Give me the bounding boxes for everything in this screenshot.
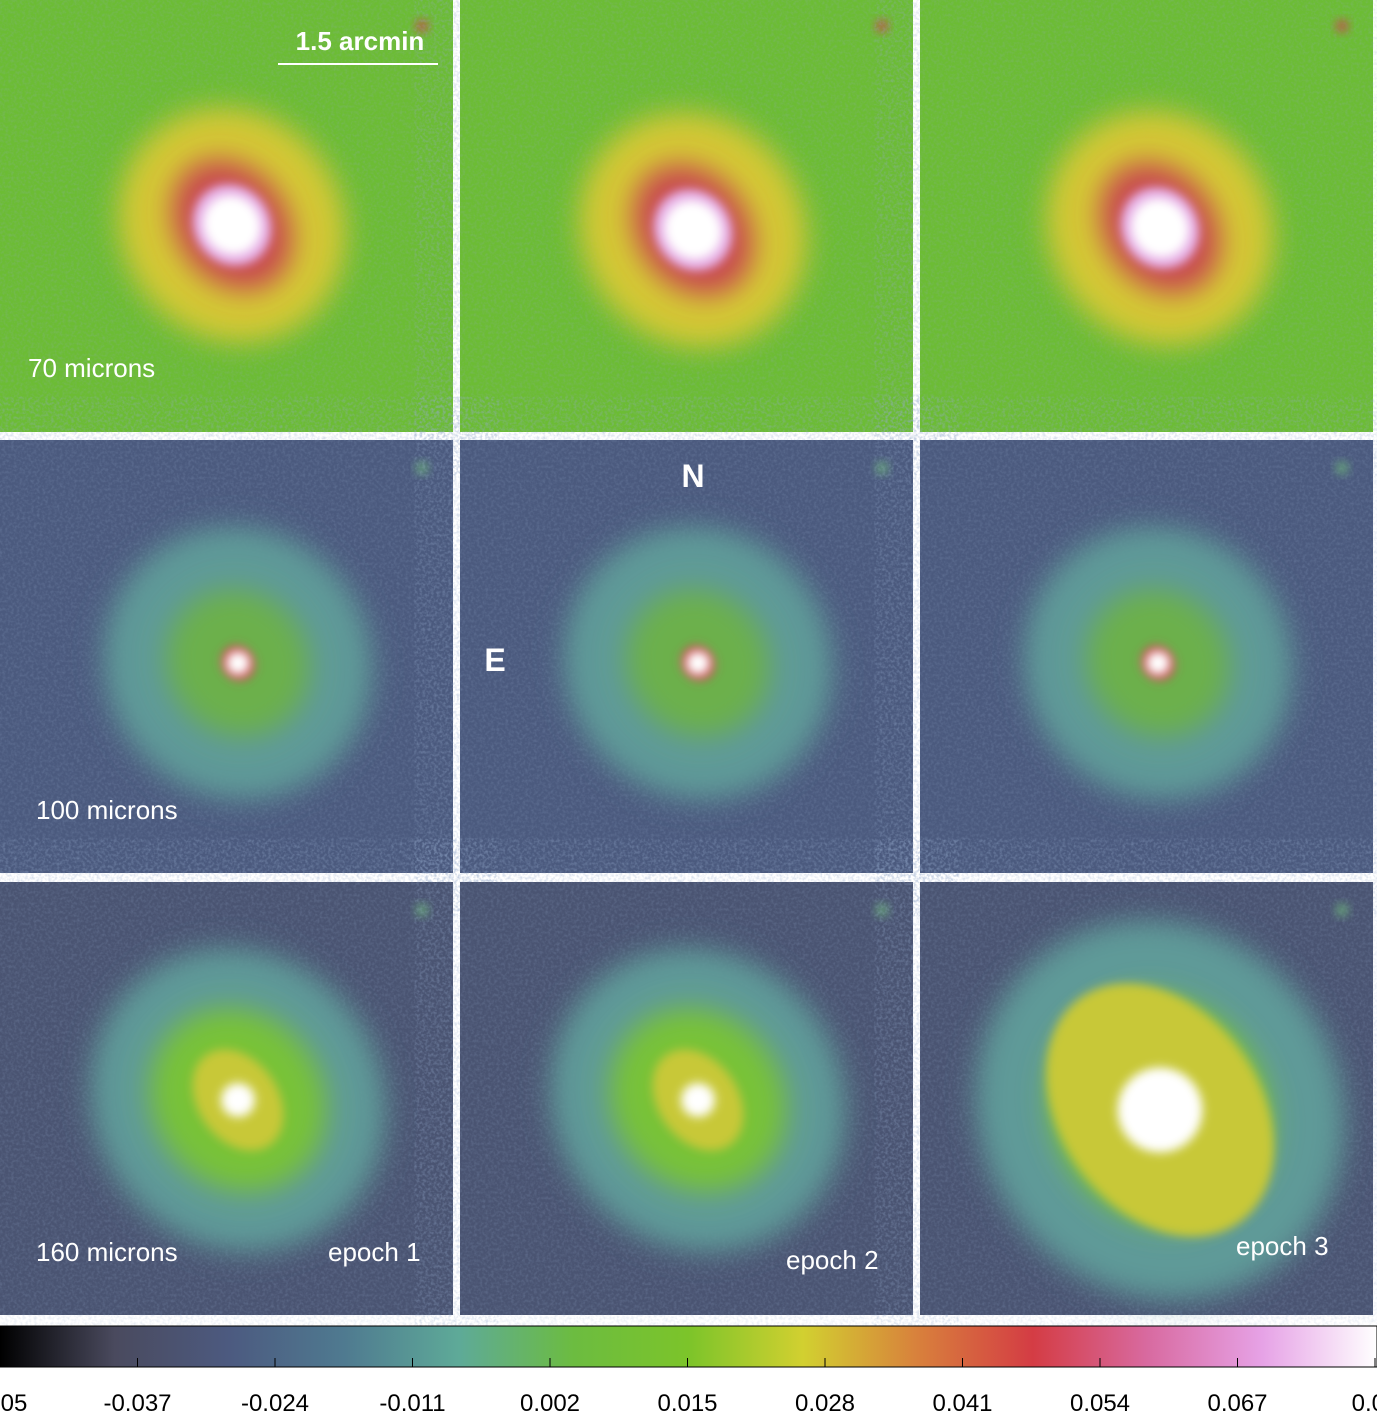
source-emission	[1117, 1067, 1203, 1153]
image-panel	[460, 882, 913, 1315]
source-emission	[686, 651, 710, 675]
image-panel	[920, 0, 1373, 432]
point-source	[876, 904, 888, 916]
point-source	[876, 462, 888, 474]
point-source	[416, 904, 428, 916]
source-emission	[221, 1083, 255, 1117]
epoch-label: epoch 2	[786, 1245, 879, 1275]
source-emission	[664, 200, 722, 260]
row-label: 160 microns	[36, 1237, 178, 1267]
colorbar	[0, 1325, 1377, 1368]
image-panel	[460, 440, 913, 873]
image-panel	[0, 882, 453, 1315]
compass-east: E	[484, 642, 505, 678]
source-emission	[226, 651, 250, 675]
colorbar-tick-label: -0.024	[241, 1390, 309, 1417]
image-panel	[920, 440, 1373, 873]
source-emission	[681, 1083, 715, 1117]
point-source	[1336, 462, 1348, 474]
point-source	[1336, 904, 1348, 916]
image-panel	[0, 440, 453, 873]
colorbar-tick-label: -0.037	[103, 1390, 171, 1417]
colorbar-tick-label: -0.011	[379, 1390, 445, 1417]
image-panel	[460, 0, 913, 432]
epoch-label: epoch 1	[328, 1237, 421, 1267]
point-source	[416, 20, 428, 32]
image-panel	[920, 882, 1373, 1315]
image-panel	[0, 0, 453, 432]
source-emission	[1146, 651, 1170, 675]
row-label: 100 microns	[36, 795, 178, 825]
colorbar-tick-label: -0.05	[0, 1390, 27, 1417]
colorbar-tick-label: 0.08	[1352, 1390, 1377, 1417]
source-emission	[1131, 198, 1189, 258]
colorbar-tick-label: 0.015	[657, 1390, 717, 1417]
point-source	[1336, 20, 1348, 32]
point-source	[416, 462, 428, 474]
epoch-label: epoch 3	[1236, 1231, 1329, 1261]
colorbar-tick-label: 0.028	[795, 1390, 855, 1417]
point-source	[876, 20, 888, 32]
source-emission	[203, 195, 261, 255]
colorbar-tick-label: 0.067	[1207, 1390, 1267, 1417]
colorbar-tick-label: 0.041	[932, 1390, 992, 1417]
compass-north: N	[681, 458, 704, 494]
scale-bar-label: 1.5 arcmin	[296, 26, 425, 56]
row-label: 70 microns	[28, 353, 155, 383]
colorbar-tick-label: 0.054	[1070, 1390, 1130, 1417]
colorbar-tick-label: 0.002	[520, 1390, 580, 1417]
